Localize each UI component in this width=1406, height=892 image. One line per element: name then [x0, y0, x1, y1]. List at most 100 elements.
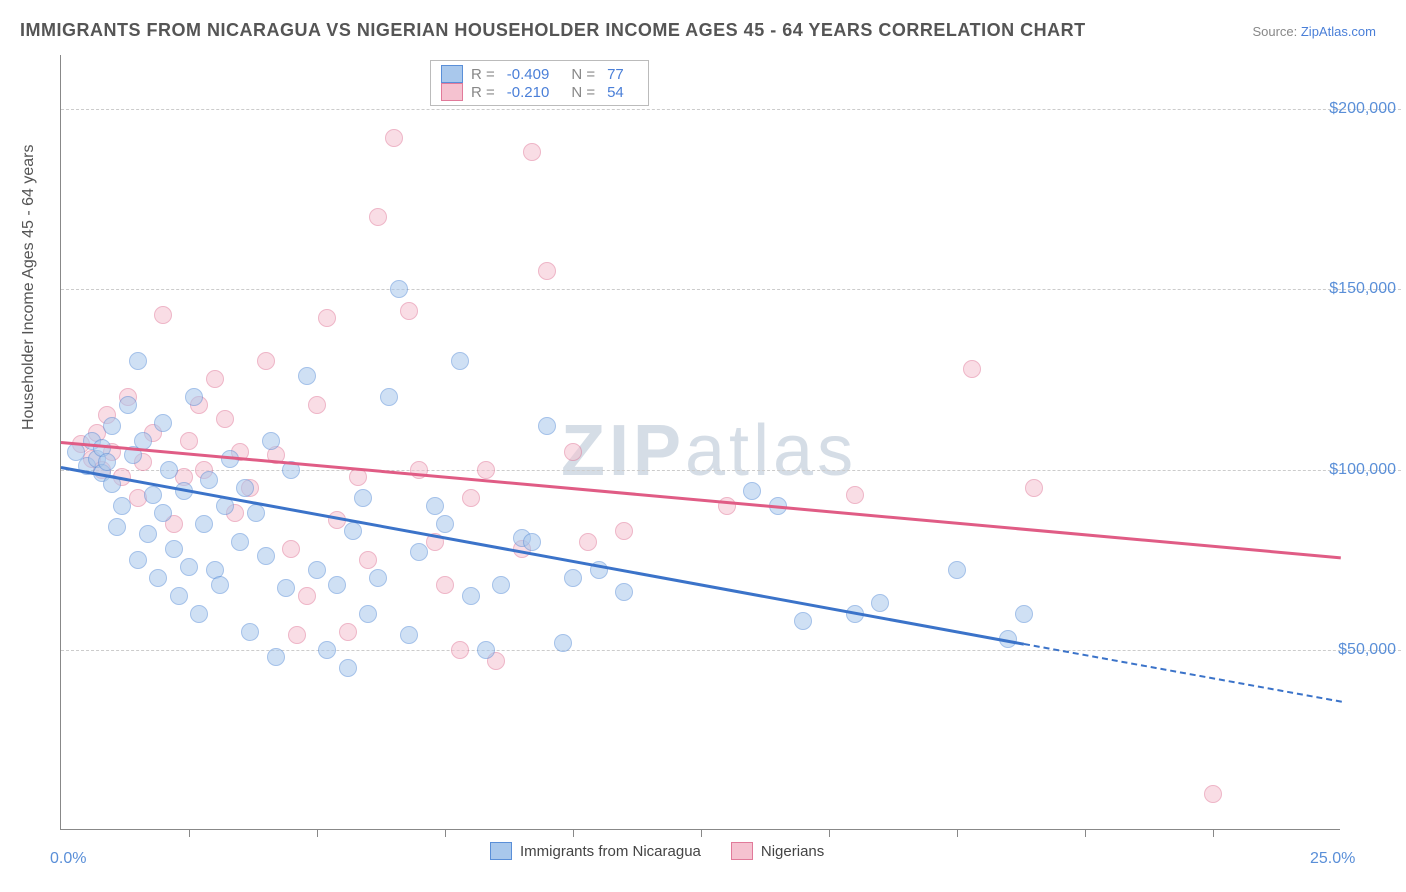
scatter-point [318, 309, 336, 327]
series-name: Immigrants from Nicaragua [520, 843, 701, 860]
scatter-point [538, 262, 556, 280]
scatter-point [200, 471, 218, 489]
y-tick-label: $100,000 [1329, 461, 1396, 479]
scatter-point [380, 388, 398, 406]
y-tick-label: $150,000 [1329, 280, 1396, 298]
scatter-point [165, 540, 183, 558]
y-tick-label: $200,000 [1329, 100, 1396, 118]
trend-line [61, 441, 1341, 559]
scatter-point [564, 569, 582, 587]
r-label: R = [471, 66, 495, 83]
legend-swatch [441, 83, 463, 101]
scatter-point [262, 432, 280, 450]
scatter-point [170, 587, 188, 605]
scatter-point [1204, 785, 1222, 803]
legend-swatch [731, 842, 753, 860]
scatter-point [1025, 479, 1043, 497]
scatter-point [451, 641, 469, 659]
x-tick-mark [573, 829, 574, 837]
scatter-point [149, 569, 167, 587]
n-label: N = [571, 66, 595, 83]
scatter-point [231, 533, 249, 551]
scatter-point [113, 497, 131, 515]
scatter-point [390, 280, 408, 298]
n-value: 77 [607, 66, 624, 83]
scatter-point [241, 623, 259, 641]
x-tick-mark [317, 829, 318, 837]
scatter-point [477, 641, 495, 659]
scatter-point [144, 486, 162, 504]
scatter-point [129, 352, 147, 370]
scatter-point [369, 569, 387, 587]
scatter-point [538, 417, 556, 435]
scatter-point [206, 370, 224, 388]
scatter-point [267, 648, 285, 666]
legend-series: Immigrants from Nicaragua Nigerians [490, 842, 824, 860]
scatter-point [308, 561, 326, 579]
scatter-point [718, 497, 736, 515]
x-end-label: 25.0% [1310, 850, 1355, 868]
scatter-point [426, 497, 444, 515]
x-tick-mark [1085, 829, 1086, 837]
scatter-point [211, 576, 229, 594]
scatter-point [119, 396, 137, 414]
scatter-point [523, 143, 541, 161]
scatter-point [410, 543, 428, 561]
x-tick-mark [829, 829, 830, 837]
scatter-point [523, 533, 541, 551]
scatter-point [1015, 605, 1033, 623]
legend-item: Immigrants from Nicaragua [490, 842, 701, 860]
scatter-point [963, 360, 981, 378]
scatter-point [615, 522, 633, 540]
scatter-point [344, 522, 362, 540]
scatter-point [190, 605, 208, 623]
scatter-point [298, 367, 316, 385]
scatter-point [846, 486, 864, 504]
r-label: R = [471, 84, 495, 101]
scatter-point [247, 504, 265, 522]
scatter-point [154, 414, 172, 432]
source-link[interactable]: ZipAtlas.com [1301, 24, 1376, 39]
scatter-point [180, 558, 198, 576]
scatter-point [564, 443, 582, 461]
scatter-point [103, 417, 121, 435]
scatter-point [216, 410, 234, 428]
legend-stats-row: R =-0.210N =54 [441, 83, 638, 101]
scatter-point [436, 576, 454, 594]
x-tick-mark [445, 829, 446, 837]
trend-line [1023, 643, 1341, 703]
scatter-point [318, 641, 336, 659]
scatter-point [400, 302, 418, 320]
r-value: -0.210 [507, 84, 550, 101]
watermark: ZIPatlas [561, 410, 857, 492]
series-name: Nigerians [761, 843, 824, 860]
scatter-point [139, 525, 157, 543]
scatter-point [195, 515, 213, 533]
scatter-point [154, 306, 172, 324]
legend-stats-row: R =-0.409N =77 [441, 65, 638, 83]
scatter-point [98, 453, 116, 471]
y-axis-label: Householder Income Ages 45 - 64 years [20, 145, 38, 431]
scatter-point [308, 396, 326, 414]
gridline [61, 109, 1401, 110]
scatter-point [359, 605, 377, 623]
scatter-point [615, 583, 633, 601]
scatter-point [277, 579, 295, 597]
scatter-point [257, 352, 275, 370]
legend-stats: R =-0.409N =77R =-0.210N =54 [430, 60, 649, 106]
scatter-point [154, 504, 172, 522]
gridline [61, 650, 1401, 651]
scatter-point [160, 461, 178, 479]
scatter-point [462, 587, 480, 605]
legend-swatch [441, 65, 463, 83]
scatter-point [185, 388, 203, 406]
legend-swatch [490, 842, 512, 860]
scatter-point [462, 489, 480, 507]
legend-item: Nigerians [731, 842, 824, 860]
chart-title: IMMIGRANTS FROM NICARAGUA VS NIGERIAN HO… [20, 20, 1086, 41]
x-tick-mark [189, 829, 190, 837]
x-tick-mark [701, 829, 702, 837]
scatter-point [108, 518, 126, 536]
scatter-point [743, 482, 761, 500]
scatter-point [288, 626, 306, 644]
